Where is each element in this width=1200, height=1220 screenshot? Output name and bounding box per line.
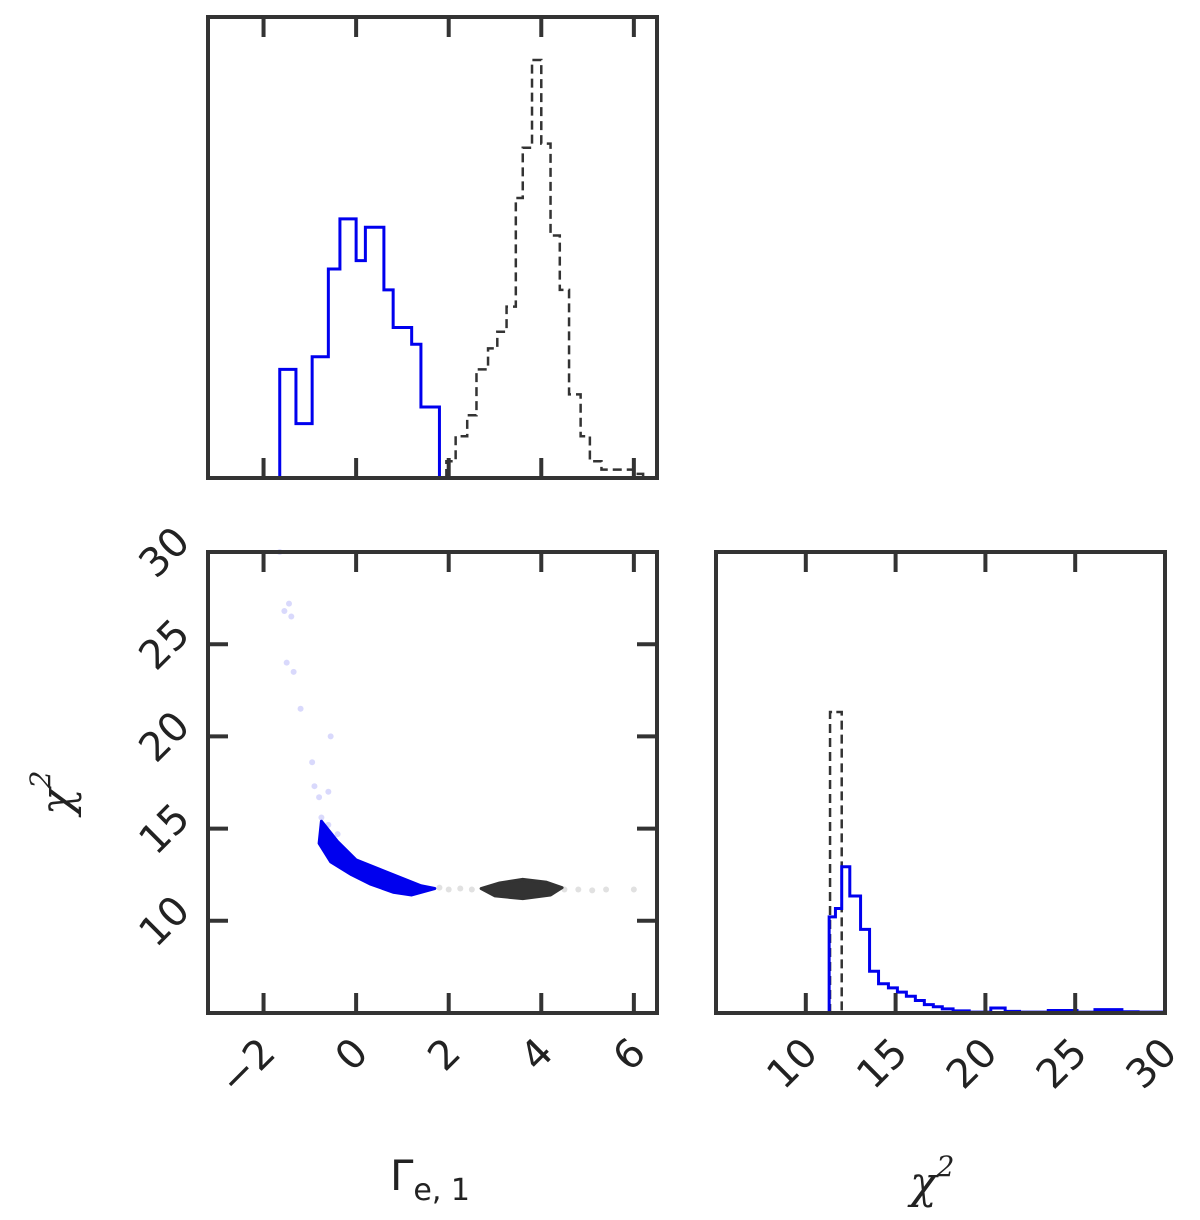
gamma-hist-black-dashed [445, 58, 645, 478]
x-axis-label-gamma: Γe, 1 [390, 1151, 470, 1208]
panel-chi2-hist-frame [714, 550, 1167, 1015]
chi2-x-tick-label: 30 [1118, 1030, 1187, 1099]
panel-scatter-frame [206, 550, 659, 1015]
black-contour [479, 877, 564, 901]
scatter-point-blue [290, 668, 297, 675]
chi2-y-tick-label: 15 [130, 795, 199, 864]
scatter-point-blue [281, 608, 288, 615]
chi2-x-tick-label: 15 [848, 1030, 917, 1099]
scatter-point-blue [309, 759, 316, 766]
gamma-x-tick-label: 4 [512, 1030, 563, 1081]
scatter-point-black [445, 886, 452, 893]
gamma-x-tick-label: −2 [210, 1030, 284, 1104]
scatter-point-black [603, 886, 610, 893]
scatter-point-blue [311, 783, 318, 790]
scatter-point-blue [286, 600, 293, 607]
panel-chi2-hist: 10 15 20 25 30 [714, 550, 1187, 1099]
chi2-y-tick-label: 30 [130, 518, 199, 587]
scatter-point-black [457, 885, 464, 892]
scatter-point-blue [288, 613, 295, 620]
chi2-x-tick-label: 10 [758, 1030, 827, 1099]
gamma-hist-blue [278, 217, 441, 478]
chi2-y-tick-label: 20 [130, 703, 199, 772]
scatter-point-blue [316, 794, 323, 801]
scatter-point-blue [318, 814, 325, 821]
scatter-point-black [575, 886, 582, 893]
chi2-hist-black-dashed [828, 710, 843, 1013]
scatter-point-blue [283, 659, 290, 666]
chi2-x-tick-label: 20 [938, 1030, 1007, 1099]
y-axis-label-chi2: χ2 [24, 771, 83, 819]
chi2-hist-blue [827, 865, 1167, 1014]
panel-scatter: −2 0 2 4 6 10 15 20 25 30 [130, 518, 659, 1104]
chi2-x-tick-label: 25 [1028, 1030, 1097, 1099]
gamma-x-tick-label: 6 [604, 1030, 655, 1081]
gamma-x-tick-label: 0 [327, 1030, 378, 1081]
chi2-y-tick-label: 10 [130, 887, 199, 956]
scatter-point-blue [334, 831, 341, 838]
scatter-point-blue [297, 705, 304, 712]
x-axis-label-chi2: χ2 [907, 1150, 955, 1209]
blue-contour [317, 819, 437, 897]
panel-gamma-hist [206, 15, 659, 480]
scatter-point-black [630, 886, 637, 893]
gamma-x-tick-label: 2 [419, 1030, 470, 1081]
chi2-y-tick-label: 25 [130, 611, 199, 680]
panel-gamma-hist-frame [206, 15, 659, 480]
scatter-point-blue [325, 788, 332, 795]
scatter-point-black [589, 887, 596, 894]
scatter-point-black [468, 886, 475, 893]
scatter-point-blue [327, 733, 334, 740]
scatter-point-black [436, 884, 443, 891]
